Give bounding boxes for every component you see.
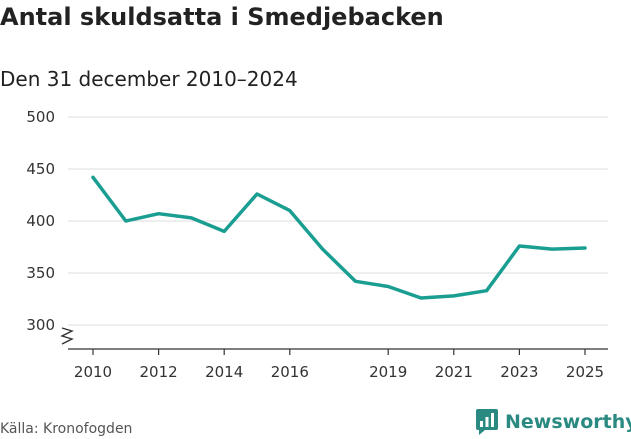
y-tick-label: 450 xyxy=(26,160,55,178)
newsworthy-icon xyxy=(476,409,498,435)
x-tick-label: 2016 xyxy=(271,363,309,381)
y-tick-label: 500 xyxy=(26,108,55,126)
newsworthy-logo: Newsworthy xyxy=(476,408,631,436)
x-tick-label: 2021 xyxy=(435,363,473,381)
x-tick-label: 2010 xyxy=(74,363,112,381)
x-tick-label: 2023 xyxy=(500,363,538,381)
y-tick-label: 300 xyxy=(26,316,55,334)
x-tick-label: 2014 xyxy=(205,363,243,381)
y-tick-label: 400 xyxy=(26,212,55,230)
x-tick-label: 2012 xyxy=(140,363,178,381)
y-tick-label: 350 xyxy=(26,264,55,282)
brand-name: Newsworthy xyxy=(505,411,631,433)
chart-title: Antal skuldsatta i Smedjebacken xyxy=(0,3,444,31)
source-note: Källa: Kronofogden xyxy=(0,421,133,437)
chart-subtitle: Den 31 december 2010–2024 xyxy=(0,67,298,91)
x-tick-label: 2019 xyxy=(369,363,407,381)
series-line xyxy=(91,175,587,300)
axis-break-icon xyxy=(60,327,74,345)
x-tick-label: 2025 xyxy=(566,363,604,381)
